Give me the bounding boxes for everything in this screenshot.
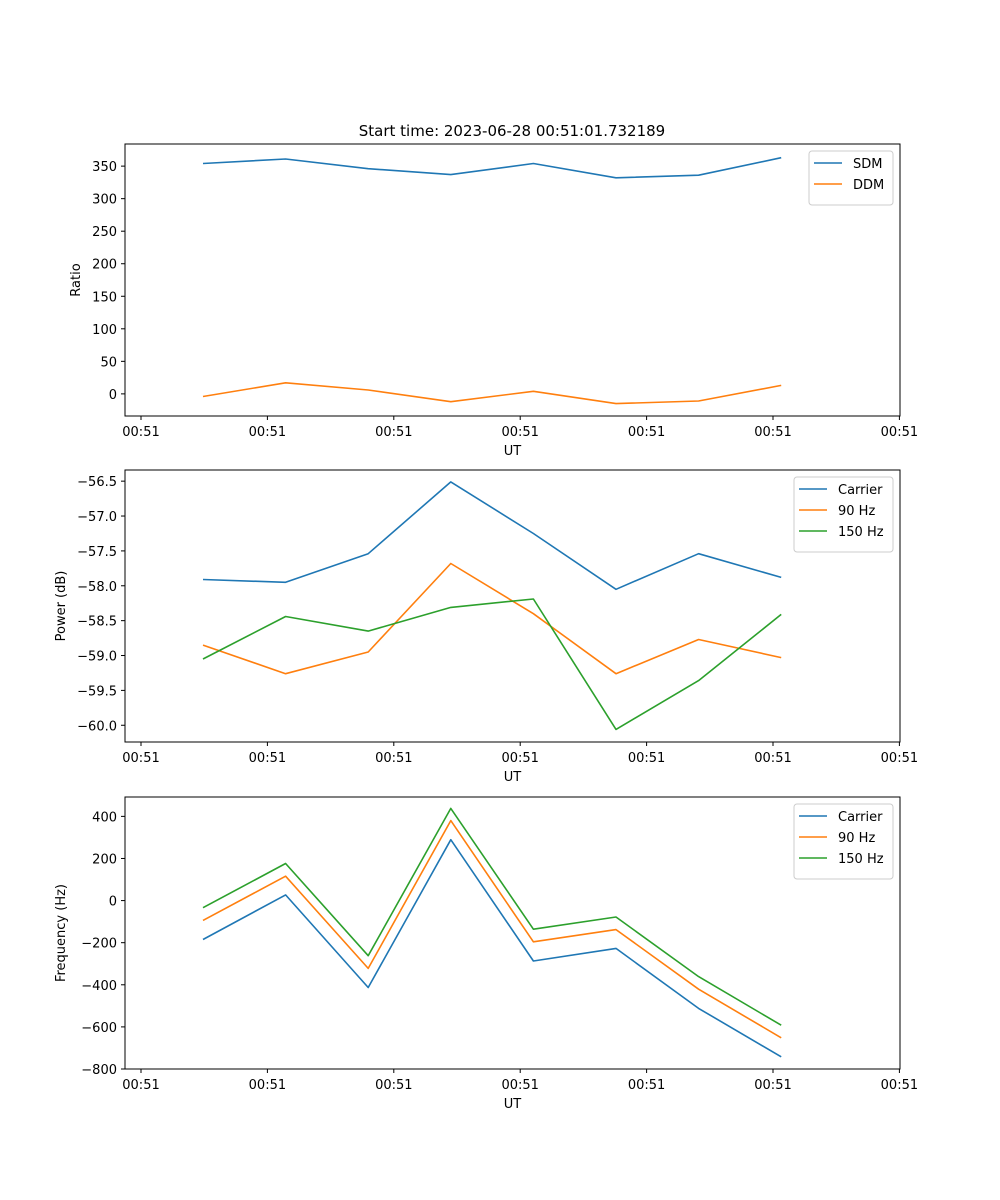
y-tick-label: −60.0 (77, 719, 117, 734)
y-axis-label: Frequency (Hz) (54, 884, 69, 982)
x-tick-label: 00:51 (754, 1078, 791, 1093)
x-tick-label: 00:51 (122, 751, 159, 766)
x-tick-label: 00:51 (628, 1078, 665, 1093)
y-tick-label: 200 (92, 258, 117, 273)
y-tick-label: −800 (81, 1063, 117, 1078)
x-tick-label: 00:51 (628, 751, 665, 766)
y-tick-label: −57.0 (77, 510, 117, 525)
x-tick-label: 00:51 (375, 425, 412, 440)
series-line-sdm (202, 156, 782, 179)
y-tick-label: 400 (92, 810, 117, 825)
y-tick-label: 150 (92, 290, 117, 305)
series-line-150-hz (202, 598, 782, 731)
legend-label: 90 Hz (838, 504, 875, 519)
y-tick-label: −58.5 (77, 615, 117, 630)
legend-label: DDM (853, 178, 884, 193)
x-tick-label: 00:51 (375, 1078, 412, 1093)
x-tick-label: 00:51 (628, 425, 665, 440)
x-tick-label: 00:51 (249, 751, 286, 766)
axes-frame (124, 143, 901, 417)
figure-title: Start time: 2023-06-28 00:51:01.732189 (359, 122, 665, 140)
x-tick-label: 00:51 (754, 425, 791, 440)
x-tick-label: 00:51 (122, 1078, 159, 1093)
axes-frame (124, 469, 901, 743)
y-axis-label: Power (dB) (54, 571, 69, 642)
series-line-150-hz (202, 807, 782, 1026)
y-tick-label: 200 (92, 852, 117, 867)
y-tick-label: −57.5 (77, 545, 117, 560)
y-axis-label: Ratio (69, 263, 84, 296)
y-tick-label: 0 (109, 895, 117, 910)
y-tick-label: 0 (109, 388, 117, 403)
x-tick-label: 00:51 (249, 1078, 286, 1093)
chart-panel-2: 00:5100:5100:5100:5100:5100:5100:5100:52… (54, 469, 918, 785)
legend: Carrier 90 Hz 150 Hz (793, 476, 894, 553)
series-line-carrier (202, 838, 782, 1058)
x-tick-label: 00:51 (881, 425, 918, 440)
x-tick-label: 00:51 (881, 751, 918, 766)
y-tick-label: 100 (92, 323, 117, 338)
x-tick-label: 00:51 (249, 425, 286, 440)
x-tick-label: 00:51 (501, 425, 538, 440)
x-tick-label: 00:51 (501, 751, 538, 766)
series-line-carrier (202, 481, 782, 591)
legend-box (808, 150, 894, 206)
legend-label: 150 Hz (838, 852, 884, 867)
x-tick-label: 00:51 (881, 1078, 918, 1093)
y-tick-label: −400 (81, 979, 117, 994)
chart-panel-1: 00:5100:5100:5100:5100:5100:5100:5100:52… (69, 143, 918, 459)
series-line-90-hz (202, 562, 782, 675)
legend-label: 90 Hz (838, 831, 875, 846)
chart-panel-3: 00:5100:5100:5100:5100:5100:5100:5100:52… (54, 796, 918, 1112)
y-tick-label: −200 (81, 937, 117, 952)
x-tick-label: 00:51 (122, 425, 159, 440)
x-axis-label: UT (504, 444, 522, 459)
y-tick-label: −600 (81, 1021, 117, 1036)
y-tick-label: −56.5 (77, 475, 117, 490)
x-tick-label: 00:51 (754, 751, 791, 766)
legend-label: Carrier (838, 483, 883, 498)
legend-label: Carrier (838, 810, 883, 825)
y-tick-label: −59.0 (77, 650, 117, 665)
legend-label: 150 Hz (838, 525, 884, 540)
x-tick-label: 00:51 (375, 751, 412, 766)
axes-frame (124, 796, 901, 1070)
x-tick-label: 00:51 (501, 1078, 538, 1093)
legend-label: SDM (853, 157, 882, 172)
legend-box (793, 476, 894, 553)
x-axis-label: UT (504, 1097, 522, 1112)
y-tick-label: 350 (92, 160, 117, 175)
y-tick-label: 250 (92, 225, 117, 240)
x-axis-label: UT (504, 770, 522, 785)
y-tick-label: 300 (92, 193, 117, 208)
series-line-90-hz (202, 819, 782, 1039)
y-tick-label: −59.5 (77, 684, 117, 699)
legend-box (793, 803, 894, 880)
y-tick-label: 50 (100, 355, 117, 370)
y-tick-label: −58.0 (77, 580, 117, 595)
legend: Carrier 90 Hz 150 Hz (793, 803, 894, 880)
series-line-ddm (202, 381, 782, 405)
legend: SDM DDM (808, 150, 894, 206)
